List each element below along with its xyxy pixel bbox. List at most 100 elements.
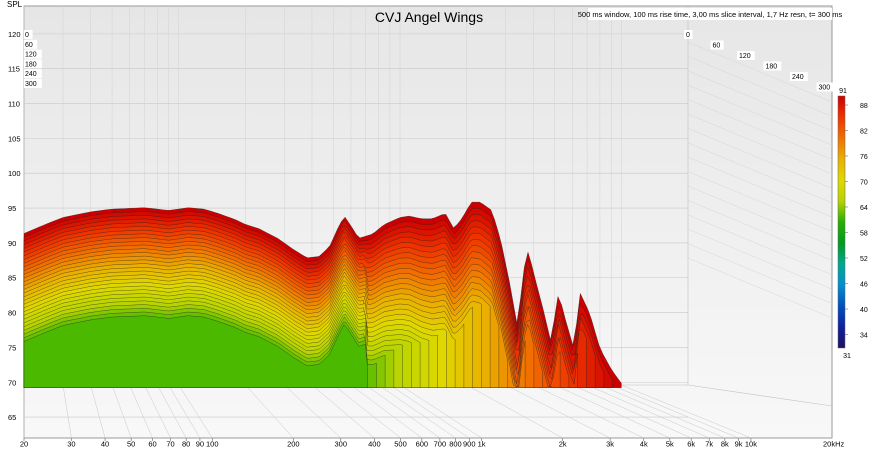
x-tick-label: 80 [182,440,190,449]
gridline-sidewall [687,257,833,319]
x-axis: 20 30 40 50 60 70 80 90 100 200 300 400 500 600 700 800… [20,438,757,449]
gridline-floor [572,384,692,439]
time-axis-label: 120 [739,53,751,60]
gridline-floor [554,384,670,439]
gridline-floor [505,384,611,439]
gridline-sidewall [687,228,833,290]
gridline-floor [378,384,456,439]
gridline-floor [611,384,739,439]
time-label-box-left [24,49,42,59]
gridline-floor [621,384,752,439]
gridline-floor [599,384,725,439]
time-label-box [816,82,835,92]
y-tick-label: 110 [8,100,20,109]
x-tick-label: 90 [196,440,204,449]
gridline-sidewall [687,243,833,304]
gridline-sidewall [687,156,833,218]
x-tick-label: 10k [745,440,757,449]
colorbar-tick-label: 76 [860,154,868,161]
y-axis: 65 70 75 80 85 90 95 100 105 110 115 120 [8,30,21,422]
time-axis-label: 0 [686,32,690,39]
gridline-sidewall [687,128,833,189]
x-tick-label: 500 [394,440,407,449]
time-label-box [684,30,693,39]
x-tick-label: 4k [640,440,648,449]
gridline-floor [311,384,375,439]
x-tick-label: 9k [735,440,743,449]
x-tick-label: 20 [20,440,28,449]
y-tick-label: 85 [8,274,16,283]
time-axis-label: 180 [766,64,778,71]
gridline-floor [365,384,441,439]
time-axis-left-label: 60 [25,42,33,49]
y-tick-label: 80 [8,309,16,318]
gridline-sidewall [687,200,833,261]
time-axis-left-label: 0 [25,32,29,39]
x-tick-label: 100 [206,440,219,449]
x-tick-label: 70 [166,440,174,449]
gridline-floor [178,384,213,439]
y-tick-label: 100 [8,169,21,178]
time-label-box [763,61,782,71]
x-tick-label: 700 [434,440,447,449]
gridline-floor [284,384,341,439]
colorbar-tick-label: 82 [860,129,868,136]
time-axis-label: 60 [713,43,721,50]
waterfall-surface [23,201,622,388]
y-tick-label: 105 [8,134,21,143]
colorbar-tick-label: 70 [860,180,868,187]
time-axis-label: 300 [819,85,831,92]
time-axis-left-label: 180 [25,61,37,68]
y-tick-label: 115 [8,65,20,74]
gridline-floor [245,384,294,439]
y-tick-label: 95 [8,204,16,213]
time-label-box-left [24,59,42,69]
x-tick-label: 8k [721,440,729,449]
x-tick-label: 600 [416,440,429,449]
gridlines [23,6,833,439]
x-tick-label: 60 [148,440,156,449]
gridline-sidewall [687,142,833,204]
gridline-floor [333,384,401,439]
colorbar-tick-label: 52 [860,256,868,263]
gridline-floor [129,384,153,439]
gridline-floor [533,384,644,439]
chart-title: CVJ Angel Wings [375,9,483,25]
gridline-sidewall [687,113,833,175]
x-tick-label: 800 [449,440,462,449]
gridline-sidewall [687,70,833,132]
subtitle-box [588,8,832,20]
time-axis-left-label: 300 [25,81,37,88]
x-tick-label: 3k [606,440,614,449]
gridline-floor [157,384,187,439]
time-axis-left-label: 120 [25,52,37,59]
gridline-sidewall [687,41,833,103]
x-tick-label: 300 [335,440,348,449]
colorbar-min-label: 31 [843,353,851,360]
gridline-floor [586,384,710,439]
gridline-sidewall [687,56,833,117]
gridline-floor [144,384,171,439]
gridline-floor [399,384,482,439]
colorbar-tick-label: 34 [860,333,868,340]
x-tick-label: 30 [67,440,75,449]
gridline-sidewall [687,214,833,276]
y-tick-label: 70 [8,378,16,387]
y-tick-label: 90 [8,239,16,248]
gridline-floor [350,384,422,439]
colorbar-max-label: 91 [839,88,847,95]
time-axis-label: 240 [792,74,804,81]
colorbar-ticks: 88 82 76 70 64 58 52 46 40 34 [845,103,868,340]
gridline-sidewall [687,99,833,160]
x-tick-label: 5k [666,440,674,449]
x-axis-unit-label: 20kHz [823,440,845,449]
x-tick-label: 400 [368,440,381,449]
x-tick-label: 200 [287,440,300,449]
time-label-box [790,72,808,81]
gridline-floor [466,384,563,439]
y-tick-label: 65 [8,413,16,422]
gridline-floor [62,384,72,439]
time-label-box-left [24,30,33,39]
gridline-floor [168,384,201,439]
